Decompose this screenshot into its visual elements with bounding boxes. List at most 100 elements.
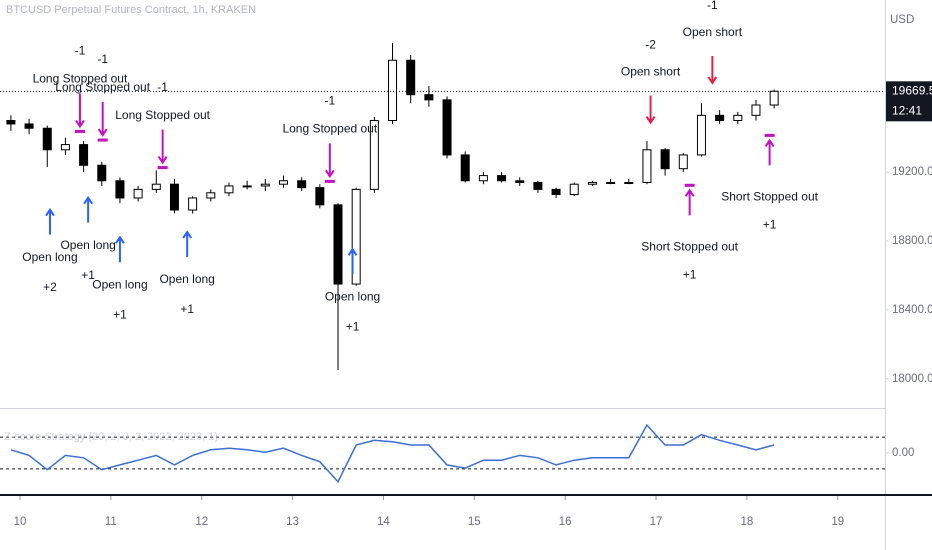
signal-label: Open short [621, 65, 681, 79]
candle-body [315, 187, 325, 206]
signal-qty: +1 [346, 319, 360, 333]
candle-body [478, 175, 488, 182]
candle-body [442, 99, 452, 156]
candle-body [569, 183, 579, 196]
signal-qty: -2 [645, 38, 656, 52]
signal-label: Short Stopped out [721, 190, 818, 204]
x-tick-label: 12 [195, 516, 208, 528]
signal-arrow [115, 235, 125, 263]
signal-qty: -1 [707, 0, 718, 12]
signal-qty: +1 [81, 268, 95, 282]
candle-body [715, 114, 725, 122]
candle-body [424, 94, 434, 101]
candle-body [587, 181, 597, 185]
z-tick-label: 0.00 [892, 447, 914, 459]
last-price-box [886, 81, 932, 122]
countdown-label: 12:41 [892, 103, 922, 117]
candle-body [97, 164, 107, 182]
candle-body [624, 181, 634, 184]
candle-body [497, 175, 507, 182]
x-tick-label: 15 [468, 516, 481, 528]
signal-qty: -1 [324, 94, 335, 108]
signal-label: Open long [159, 272, 214, 286]
x-tick-label: 16 [559, 516, 572, 528]
signal-qty: -1 [157, 80, 168, 94]
candle-body [533, 181, 543, 190]
signal-label: Long Stopped out [282, 122, 377, 136]
y-tick-label: 18400.00 [892, 304, 932, 316]
candle-body [551, 188, 561, 196]
signal-label: Long Stopped out [33, 72, 128, 86]
x-tick-label: 13 [286, 516, 299, 528]
candle-body [60, 144, 70, 151]
candle-body [733, 114, 743, 122]
signal-label: Open long [92, 277, 147, 291]
signal-arrow [684, 188, 695, 216]
signal-arrow [324, 143, 335, 179]
y-tick-label: 18000.00 [892, 373, 932, 385]
x-tick-label: 11 [105, 516, 117, 528]
x-tick-label: 17 [650, 516, 663, 528]
candle-body [24, 123, 34, 129]
candle-body [678, 154, 688, 170]
signal-qty: +1 [683, 267, 697, 281]
z-score-line [10, 423, 775, 484]
candle-body [406, 59, 416, 96]
signal-label: Open long [325, 289, 380, 303]
candle-body [696, 114, 706, 156]
x-tick-label: 14 [377, 516, 390, 528]
candle-body [42, 127, 52, 151]
signal-arrow [182, 230, 193, 258]
last-price-label: 19669.50 [892, 83, 932, 97]
candle-body [751, 104, 761, 116]
candle-body [133, 188, 143, 199]
candle-body [606, 181, 616, 184]
candle-body [460, 154, 470, 182]
signal-label: Long Stopped out [55, 80, 150, 94]
signal-arrow [83, 195, 93, 223]
signal-arrow [347, 247, 358, 275]
signal-label: Open long [22, 250, 77, 264]
candle-body [242, 185, 252, 188]
signal-arrow [764, 138, 775, 166]
candle-body [151, 183, 161, 190]
candle-body [642, 149, 652, 183]
signal-arrow [157, 129, 168, 165]
candle-body [188, 197, 198, 211]
signal-label: Long Stopped out [115, 108, 210, 122]
signal-arrow [45, 207, 55, 235]
y-tick-label: 18800.00 [892, 235, 932, 247]
candle-body [169, 183, 179, 211]
candle-body [297, 180, 307, 189]
candle-body [79, 144, 89, 166]
x-tick-label: 18 [740, 516, 753, 528]
signal-label: Open long [60, 238, 115, 252]
candle-body [769, 90, 779, 106]
chart-title: BTCUSD Perpetual Futures Contract, 1h, K… [6, 4, 256, 16]
signal-qty: -1 [75, 44, 86, 58]
candle-body [260, 183, 270, 187]
candle-body [115, 180, 125, 199]
indicator-title: Z-score Strategy (20, 2, 0, 2, 2022, 202… [4, 431, 218, 443]
signal-qty: -1 [97, 52, 108, 66]
signal-qty: +1 [113, 307, 127, 321]
candle-body [278, 180, 288, 185]
signal-qty: +1 [180, 302, 194, 316]
candle-body [6, 120, 16, 125]
candle-body [351, 188, 361, 285]
x-tick-label: 19 [831, 516, 844, 528]
candle-body [369, 120, 379, 190]
signal-qty: +1 [763, 218, 777, 232]
candle-body [515, 180, 525, 183]
signal-arrow [97, 102, 108, 137]
signal-label: Short Stopped out [641, 239, 738, 253]
candle-body [206, 192, 216, 199]
candle-body [388, 59, 398, 122]
y-tick-label: 19200.00 [892, 166, 932, 178]
signal-label: Open short [683, 25, 743, 39]
signal-arrow [707, 55, 718, 85]
candle-body [224, 185, 234, 194]
x-tick-label: 10 [14, 516, 27, 528]
signal-qty: +2 [43, 280, 57, 294]
